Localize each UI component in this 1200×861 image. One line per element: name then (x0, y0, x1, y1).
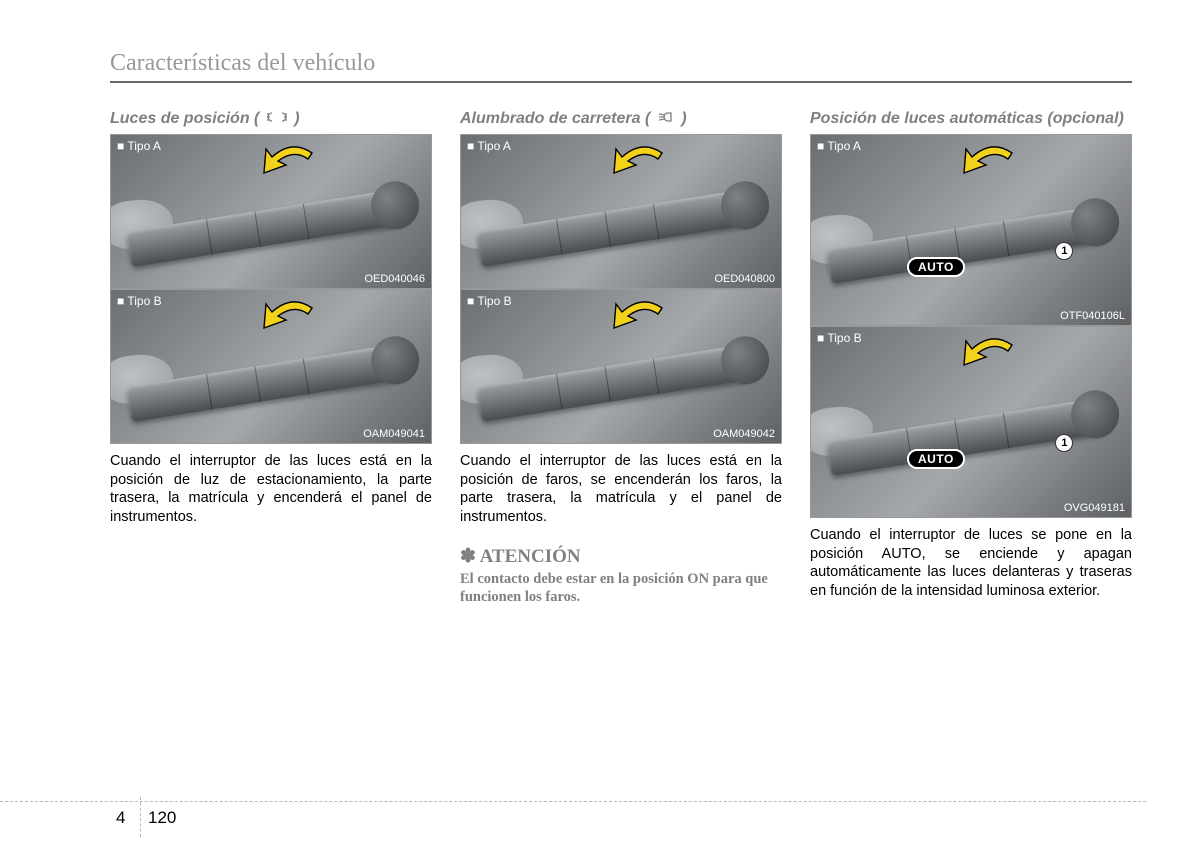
rotate-arrow-icon (258, 298, 326, 342)
fig-top-label: ■ Tipo A (117, 139, 161, 153)
rotate-arrow-icon (608, 143, 676, 187)
rotate-arrow-icon (958, 335, 1026, 379)
stalk-illustration (826, 204, 1116, 285)
heading-text-suffix: ) (681, 110, 686, 127)
figure-mid-a: ■ Tipo A OED040800 (460, 134, 782, 289)
fig-top-label: ■ Tipo A (817, 139, 861, 153)
position-light-icon (266, 109, 288, 128)
fig-code: OED040800 (714, 273, 775, 285)
rotate-arrow-icon (258, 143, 326, 187)
footer-hdash (0, 801, 1146, 802)
attention-body: El contacto debe estar en la posición ON… (460, 570, 782, 607)
fig-top-label: ■ Tipo A (467, 139, 511, 153)
figure-left-b: ■ Tipo B OAM049041 (110, 289, 432, 444)
stalk-illustration (826, 396, 1116, 477)
heading-text-suffix: ) (294, 110, 299, 127)
page-chapter: 4 (116, 808, 125, 828)
fig-top-label: ■ Tipo B (817, 331, 862, 345)
stalk-illustration (126, 186, 416, 267)
stalk-illustration (126, 341, 416, 422)
figure-mid-b: ■ Tipo B OAM049042 (460, 289, 782, 444)
column-middle: Alumbrado de carretera ( ) ■ Tipo A (460, 109, 782, 607)
figure-block-right: ■ Tipo A AUTO 1 OTF040106L ■ Tipo B (810, 134, 1132, 518)
callout-number: 1 (1055, 242, 1073, 260)
callout-number: 1 (1055, 434, 1073, 452)
fig-code: OAM049042 (713, 428, 775, 440)
heading-auto-lights: Posición de luces automáticas (opcional) (810, 109, 1132, 128)
fig-code: OAM049041 (363, 428, 425, 440)
attention-heading: ✽ ATENCIÓN (460, 545, 782, 568)
heading-text-prefix: Luces de posición ( (110, 110, 259, 127)
page-number: 120 (148, 808, 176, 828)
column-right: Posición de luces automáticas (opcional)… (810, 109, 1132, 607)
auto-badge: AUTO (907, 257, 965, 277)
auto-badge: AUTO (907, 449, 965, 469)
heading-text-prefix: Alumbrado de carretera ( (460, 110, 650, 127)
stalk-illustration (476, 186, 766, 267)
content-columns: Luces de posición ( ) ■ Tipo A (110, 109, 1132, 607)
page-title: Características del vehículo (110, 50, 1132, 77)
title-rule (110, 81, 1132, 83)
fig-code: OED040046 (364, 273, 425, 285)
fig-top-label: ■ Tipo B (467, 294, 512, 308)
fig-top-label: ■ Tipo B (117, 294, 162, 308)
column-left: Luces de posición ( ) ■ Tipo A (110, 109, 432, 607)
stalk-illustration (476, 341, 766, 422)
footer-vdash (140, 797, 141, 837)
body-left: Cuando el interruptor de las luces está … (110, 452, 432, 526)
body-right: Cuando el interruptor de luces se pone e… (810, 526, 1132, 600)
body-middle: Cuando el interruptor de las luces está … (460, 452, 782, 526)
figure-block-left: ■ Tipo A OED040046 ■ Tipo B (110, 134, 432, 444)
heading-headlights: Alumbrado de carretera ( ) (460, 109, 782, 128)
fig-code: OVG049181 (1064, 502, 1125, 514)
figure-block-middle: ■ Tipo A OED040800 ■ Tipo B (460, 134, 782, 444)
manual-page: Características del vehículo Luces de po… (0, 0, 1200, 637)
page-footer: 4 120 (0, 801, 1200, 835)
rotate-arrow-icon (958, 143, 1026, 187)
headlight-icon (657, 109, 675, 128)
figure-right-a: ■ Tipo A AUTO 1 OTF040106L (810, 134, 1132, 326)
figure-left-a: ■ Tipo A OED040046 (110, 134, 432, 289)
heading-position-lights: Luces de posición ( ) (110, 109, 432, 128)
rotate-arrow-icon (608, 298, 676, 342)
fig-code: OTF040106L (1060, 310, 1125, 322)
figure-right-b: ■ Tipo B AUTO 1 OVG049181 (810, 326, 1132, 518)
